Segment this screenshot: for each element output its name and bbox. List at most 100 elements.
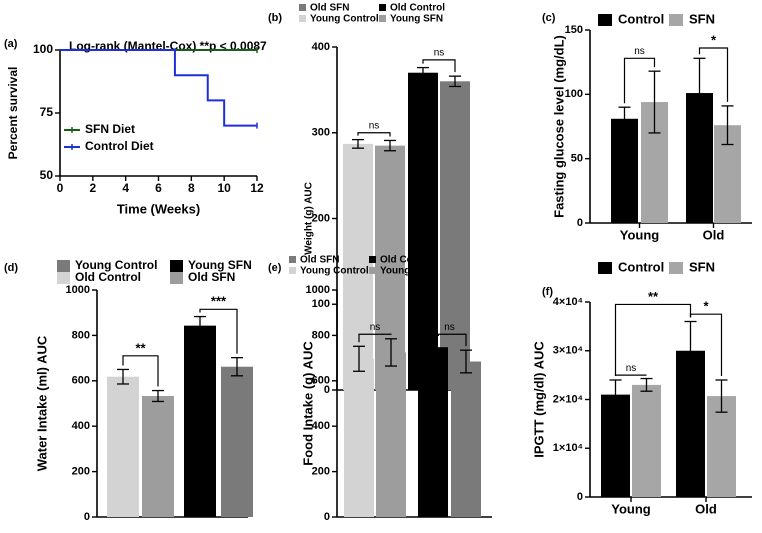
significance-label: * bbox=[711, 32, 717, 47]
x-tick-label: 6 bbox=[155, 181, 162, 195]
y-axis-label: Weight (g) AUC bbox=[304, 182, 315, 255]
legend-swatch bbox=[57, 272, 70, 284]
y-tick-label: 200 bbox=[72, 466, 90, 478]
legend-label: Control bbox=[618, 11, 664, 26]
panel-label: (f) bbox=[542, 286, 553, 298]
legend-label: Old SFN bbox=[310, 3, 349, 14]
x-tick-label: 4 bbox=[122, 181, 129, 195]
significance-label: ns bbox=[434, 48, 445, 59]
y-tick-label: 800 bbox=[312, 329, 330, 341]
legend-label: SFN Diet bbox=[85, 122, 135, 136]
x-tick-label: 8 bbox=[188, 181, 195, 195]
y-tick-label: 2×10⁴ bbox=[553, 393, 583, 405]
panel-label: (a) bbox=[4, 38, 18, 50]
bar bbox=[440, 81, 470, 391]
panel-c: (c) 0 50 100 150 Young Old ns * Fasting glucose l… bbox=[542, 11, 752, 242]
bar bbox=[611, 118, 638, 223]
significance-label: ** bbox=[648, 289, 659, 304]
bar bbox=[376, 352, 406, 517]
legend-swatch bbox=[379, 15, 386, 22]
y-tick-label: 400 bbox=[312, 41, 330, 53]
y-tick-label: 1×10⁴ bbox=[553, 442, 583, 454]
significance-label: ** bbox=[135, 340, 146, 355]
y-tick-label: 200 bbox=[312, 466, 330, 478]
y-tick-label: 400 bbox=[312, 420, 330, 432]
panel-label: (c) bbox=[542, 12, 556, 24]
y-tick-label: 4×10⁴ bbox=[553, 296, 583, 308]
significance-label: ns bbox=[626, 363, 637, 374]
y-tick-label: 150 bbox=[565, 24, 583, 36]
y-tick-label: 0 bbox=[577, 491, 583, 503]
legend-swatch bbox=[379, 4, 386, 11]
y-axis-label: Food Intake (g) AUC bbox=[300, 341, 315, 466]
x-tick-label: 2 bbox=[89, 181, 96, 195]
x-tick-label: 10 bbox=[217, 181, 231, 195]
legend-label: Young SFN bbox=[380, 266, 433, 277]
panel-label: (d) bbox=[4, 262, 18, 274]
legend-label: Young Control bbox=[310, 14, 379, 25]
bar bbox=[343, 143, 373, 390]
significance-label: *** bbox=[211, 294, 227, 309]
y-tick-label: 100 bbox=[312, 298, 330, 310]
legend-swatch bbox=[598, 14, 612, 26]
y-tick-label: 400 bbox=[72, 420, 90, 432]
x-tick-label: 12 bbox=[250, 181, 264, 195]
y-tick-label: 75 bbox=[40, 105, 54, 119]
y-tick-label: 50 bbox=[40, 168, 54, 182]
y-tick-label: 100 bbox=[33, 42, 53, 56]
y-tick-label: 3×10⁴ bbox=[553, 345, 583, 357]
legend-label: Old SFN bbox=[300, 255, 339, 266]
significance-label: ns bbox=[634, 46, 645, 57]
legend-swatch bbox=[299, 4, 306, 11]
series-line bbox=[60, 49, 257, 127]
legend-label: Young Control bbox=[300, 266, 369, 277]
bar bbox=[142, 396, 174, 517]
legend-swatch bbox=[170, 272, 183, 284]
bar bbox=[418, 347, 448, 517]
bar bbox=[344, 358, 374, 517]
bar bbox=[601, 394, 630, 497]
significance-bracket bbox=[358, 333, 392, 343]
y-axis-label: Percent survival bbox=[6, 67, 20, 160]
bar bbox=[375, 145, 405, 390]
y-tick-label: 1000 bbox=[66, 284, 90, 296]
x-category-label: Young bbox=[620, 227, 660, 242]
y-tick-label: 600 bbox=[72, 375, 90, 387]
y-tick-label: 0 bbox=[324, 384, 330, 396]
y-tick-label: 0 bbox=[324, 511, 330, 523]
chart-title: Log-rank (Mantel-Cox) **p < 0.0087 bbox=[69, 39, 267, 53]
bar bbox=[184, 325, 216, 517]
legend-label: SFN bbox=[689, 259, 715, 274]
y-axis-label: IPGTT (mg/dl) AUC bbox=[531, 341, 546, 458]
legend-swatch bbox=[669, 262, 683, 274]
significance-bracket bbox=[357, 132, 391, 137]
y-tick-label: 0 bbox=[84, 511, 90, 523]
legend-swatch bbox=[369, 256, 376, 263]
legend-label: Young SFN bbox=[188, 258, 252, 272]
legend-swatch bbox=[669, 14, 683, 26]
bar bbox=[221, 366, 253, 517]
legend-swatch bbox=[598, 262, 612, 274]
significance-label: ns bbox=[370, 322, 381, 333]
legend-label: Control bbox=[618, 259, 664, 274]
bar bbox=[107, 376, 139, 517]
legend-label: Control Diet bbox=[85, 139, 154, 153]
significance-bracket bbox=[422, 59, 456, 73]
y-axis-label: Water Intake (ml) AUC bbox=[34, 335, 49, 471]
significance-bracket bbox=[433, 333, 467, 347]
legend-label: Old Control bbox=[380, 255, 435, 266]
y-tick-label: 300 bbox=[312, 127, 330, 139]
legend-label: Young Control bbox=[75, 258, 157, 272]
y-tick-label: 200 bbox=[312, 212, 330, 224]
y-tick-label: 100 bbox=[565, 88, 583, 100]
legend-swatch bbox=[57, 260, 70, 272]
significance-label: ns bbox=[444, 322, 455, 333]
significance-bracket bbox=[199, 308, 238, 354]
bar bbox=[707, 396, 736, 497]
legend-label: SFN bbox=[689, 11, 715, 26]
y-axis-label: Fasting glucose level (mg/dL) bbox=[551, 35, 566, 218]
